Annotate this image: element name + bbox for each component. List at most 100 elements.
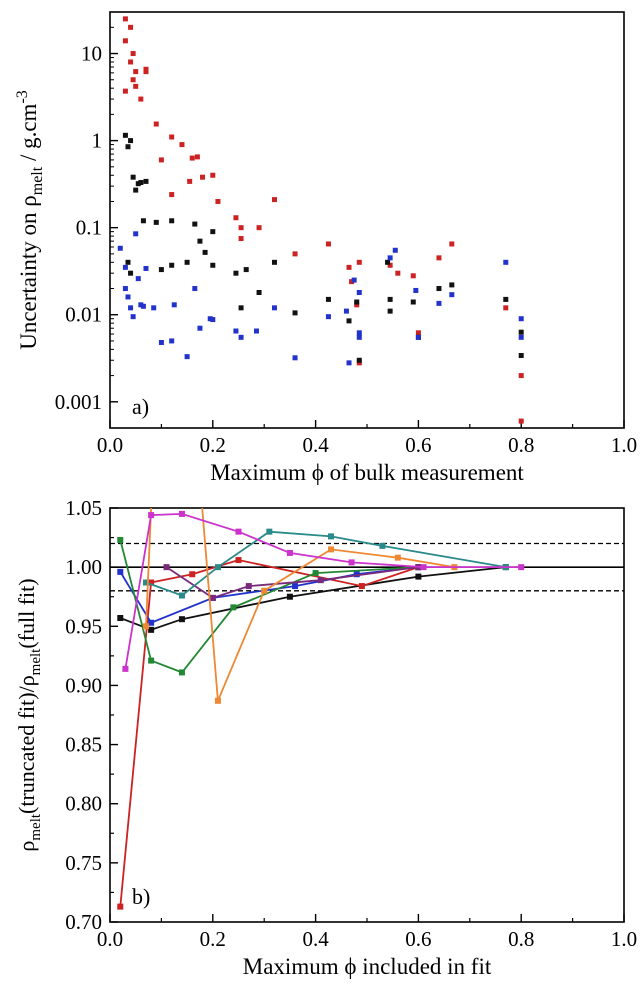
- data-point: [214, 564, 221, 571]
- data-point: [128, 59, 134, 65]
- data-point: [142, 579, 149, 586]
- y-tick-label: 0.80: [65, 792, 102, 816]
- data-point: [117, 536, 124, 543]
- data-point: [286, 549, 293, 556]
- data-point: [410, 299, 416, 305]
- data-point: [346, 318, 352, 324]
- data-point: [143, 66, 149, 72]
- x-tick-label: 0.6: [405, 927, 431, 951]
- data-point: [292, 583, 299, 590]
- data-point: [169, 218, 175, 224]
- data-point: [392, 247, 398, 253]
- data-point: [395, 270, 401, 276]
- data-point: [356, 290, 362, 296]
- x-tick-label: 0.8: [508, 927, 534, 951]
- y-axis-label-middle: (truncated fit)/ρ: [14, 675, 39, 814]
- x-tick-label: 0.4: [302, 927, 329, 951]
- data-point: [317, 577, 324, 584]
- data-point: [187, 178, 193, 184]
- data-point: [271, 197, 277, 203]
- data-point: [133, 83, 139, 89]
- data-point: [518, 373, 524, 379]
- data-point: [325, 314, 331, 320]
- y-tick-label: 0.90: [65, 673, 102, 697]
- data-point: [178, 510, 185, 517]
- data-point: [387, 308, 393, 314]
- data-point: [135, 276, 141, 282]
- data-point: [518, 329, 524, 335]
- data-point: [117, 615, 124, 622]
- y-axis-label-subscript: melt: [29, 166, 46, 195]
- data-point: [138, 96, 144, 102]
- y-axis-label: Uncertainty on ρmelt / g.cm-3: [14, 90, 46, 350]
- y-tick-labels: 0.70 0.75 0.80 0.85 0.90 0.95 1.00 1.05: [65, 496, 102, 934]
- data-point: [256, 290, 262, 296]
- data-point: [158, 339, 164, 345]
- data-point: [158, 267, 164, 273]
- data-point: [503, 305, 509, 311]
- data-point: [202, 249, 208, 255]
- data-point: [210, 262, 216, 268]
- y-axis-label-unit: / g.cm: [16, 103, 41, 166]
- data-series: [117, 508, 525, 910]
- series-line: [119, 559, 419, 907]
- data-point: [325, 241, 331, 247]
- y-tick-label: 0.001: [55, 390, 102, 414]
- data-point: [358, 583, 365, 590]
- plot-frame: [109, 11, 625, 429]
- data-point: [179, 142, 185, 148]
- data-point: [415, 573, 422, 580]
- data-point: [130, 77, 136, 83]
- data-point: [387, 262, 393, 268]
- y-axis-label-main: Uncertainty on ρ: [16, 195, 41, 350]
- data-point: [122, 132, 128, 138]
- data-point: [128, 138, 134, 144]
- data-point: [343, 308, 349, 314]
- data-point: [117, 568, 124, 575]
- data-point: [133, 231, 139, 237]
- data-point: [271, 305, 277, 311]
- x-tick-label: 1.0: [611, 927, 637, 951]
- data-point: [413, 287, 419, 293]
- data-point: [243, 267, 249, 273]
- data-point: [169, 338, 175, 344]
- data-point: [238, 305, 244, 311]
- data-point: [178, 592, 185, 599]
- data-point: [518, 564, 525, 571]
- data-point: [394, 554, 401, 561]
- y-tick-label: 0.70: [65, 910, 102, 934]
- data-point: [128, 24, 134, 30]
- x-tick-label: 0.4: [302, 433, 329, 457]
- data-point: [348, 559, 355, 566]
- data-point: [415, 334, 421, 340]
- data-point: [253, 328, 259, 334]
- y-tick-label: 0.75: [65, 851, 102, 875]
- data-point: [128, 270, 134, 276]
- data-point: [197, 325, 203, 331]
- data-point: [325, 296, 331, 302]
- tick-marks: [109, 507, 625, 923]
- y-tick-labels: 0.001 0.01 0.1 1 10: [55, 42, 102, 414]
- data-point: [122, 665, 129, 672]
- series-line: [119, 539, 419, 674]
- panel-label: b): [132, 884, 150, 909]
- x-tick-label: 0.8: [508, 433, 534, 457]
- data-point: [117, 245, 123, 251]
- data-point: [192, 286, 198, 292]
- data-point: [138, 180, 144, 186]
- data-point: [128, 305, 134, 311]
- data-point: [184, 354, 190, 360]
- data-point: [387, 255, 393, 261]
- data-point: [210, 172, 216, 178]
- data-point: [449, 292, 455, 298]
- y-tick-label: 1.00: [65, 555, 102, 579]
- x-tick-label: 1.0: [611, 433, 637, 457]
- data-point: [245, 583, 252, 590]
- data-point: [189, 155, 195, 161]
- x-tick-label: 0.2: [200, 433, 226, 457]
- y-axis-label-end: (full fit): [14, 578, 39, 648]
- data-point: [312, 570, 319, 577]
- data-point: [235, 557, 242, 564]
- panel-label: a): [132, 394, 149, 419]
